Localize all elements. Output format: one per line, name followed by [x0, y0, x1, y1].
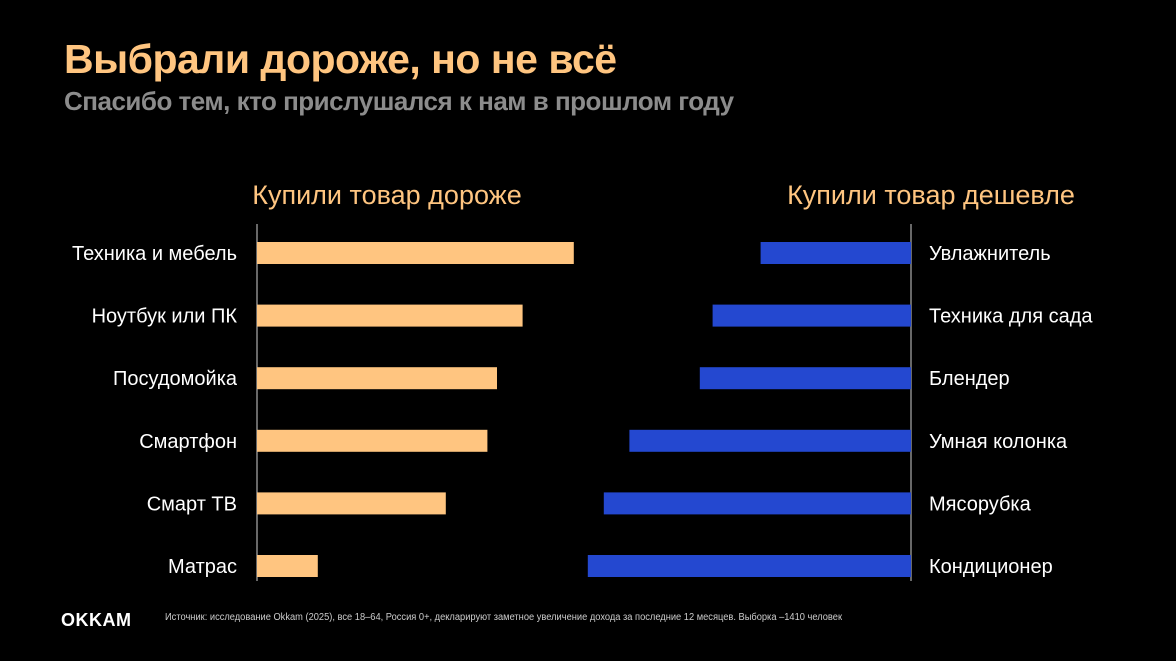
category-label: Техника и мебель	[72, 243, 237, 265]
bar-pricier-1	[257, 304, 523, 327]
bar-cheaper-2	[699, 367, 911, 390]
category-label: Смарт ТВ	[147, 493, 237, 515]
category-label: Техника для сада	[929, 306, 1093, 328]
category-label: Блендер	[929, 368, 1010, 390]
okkam-logo: OKKAM	[61, 610, 132, 630]
category-label: Посудомойка	[113, 368, 238, 390]
bar-cheaper-4	[603, 492, 911, 515]
page-subtitle: Спасибо тем, кто прислушался к нам в про…	[64, 86, 734, 116]
bar-pricier-2	[257, 367, 497, 390]
page-title: Выбрали дороже, но не всё	[64, 36, 617, 82]
left-chart-title: Купили товар дороже	[252, 180, 522, 210]
bar-cheaper-0	[760, 242, 911, 264]
bar-pricier-0	[257, 242, 574, 264]
category-label: Кондиционер	[929, 556, 1053, 578]
bar-pricier-5	[257, 555, 318, 577]
category-label: Ноутбук или ПК	[92, 306, 238, 328]
bar-cheaper-5	[587, 555, 911, 577]
right-chart-title: Купили товар дешевле	[787, 180, 1075, 210]
category-label: Мясорубка	[929, 493, 1032, 515]
category-label: Матрас	[168, 556, 237, 578]
bar-pricier-4	[257, 492, 446, 515]
source-note: Источник: исследование Okkam (2025), все…	[165, 612, 843, 623]
category-label: Умная колонка	[929, 431, 1068, 453]
bar-cheaper-1	[712, 304, 911, 327]
category-label: Смартфон	[139, 431, 237, 453]
category-label: Увлажнитель	[929, 243, 1051, 265]
bar-pricier-3	[257, 429, 488, 452]
bar-cheaper-3	[629, 429, 911, 452]
